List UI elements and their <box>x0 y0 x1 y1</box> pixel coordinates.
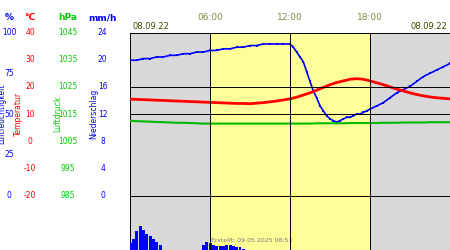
Bar <box>242 249 245 250</box>
Bar <box>210 32 370 196</box>
Text: 30: 30 <box>25 55 35 64</box>
Text: 24: 24 <box>98 28 108 37</box>
Text: °C: °C <box>25 13 36 22</box>
Bar <box>370 196 450 250</box>
Text: hPa: hPa <box>58 13 77 22</box>
Bar <box>202 244 205 250</box>
Text: 8: 8 <box>100 137 105 146</box>
Bar <box>208 243 212 250</box>
Text: 10: 10 <box>25 110 35 118</box>
Text: Niederschlag: Niederschlag <box>89 89 98 139</box>
Bar <box>142 230 145 250</box>
Text: 18:00: 18:00 <box>357 14 383 22</box>
Bar <box>130 196 210 250</box>
Text: 20: 20 <box>98 55 108 64</box>
Bar <box>148 236 152 250</box>
Bar <box>215 246 218 250</box>
Text: mm/h: mm/h <box>88 13 117 22</box>
Text: Luftfeuchtigkeit: Luftfeuchtigkeit <box>0 84 6 144</box>
Text: 12: 12 <box>98 110 108 118</box>
Text: 1035: 1035 <box>58 55 77 64</box>
Text: 50: 50 <box>4 110 14 118</box>
Text: 25: 25 <box>4 150 14 159</box>
Bar <box>158 244 162 250</box>
Bar <box>152 239 155 250</box>
Text: 75: 75 <box>4 69 14 78</box>
Text: 0: 0 <box>100 191 105 200</box>
Bar <box>222 246 225 250</box>
Bar <box>139 226 141 250</box>
Text: %: % <box>4 13 13 22</box>
Text: 0: 0 <box>7 191 11 200</box>
Text: -10: -10 <box>24 164 36 173</box>
Bar <box>155 242 158 250</box>
Text: 06:00: 06:00 <box>197 14 223 22</box>
Bar <box>225 244 228 250</box>
Text: 985: 985 <box>60 191 75 200</box>
Text: 20: 20 <box>25 82 35 91</box>
Bar <box>205 242 208 250</box>
Bar <box>219 246 221 250</box>
Text: 0: 0 <box>28 137 32 146</box>
Text: 08.09.22: 08.09.22 <box>411 22 448 31</box>
Text: 1005: 1005 <box>58 137 77 146</box>
Text: 1045: 1045 <box>58 28 77 37</box>
Text: 1015: 1015 <box>58 110 77 118</box>
Text: Temperatur: Temperatur <box>14 92 23 136</box>
Bar <box>232 246 235 250</box>
Bar <box>145 234 148 250</box>
Bar <box>212 244 215 250</box>
Text: 995: 995 <box>60 164 75 173</box>
Bar <box>135 231 138 250</box>
Bar <box>129 243 131 250</box>
Bar <box>238 247 242 250</box>
Text: Luftdruck: Luftdruck <box>53 96 62 132</box>
Bar <box>132 239 135 250</box>
Bar <box>210 196 370 250</box>
Text: 100: 100 <box>2 28 16 37</box>
Text: 16: 16 <box>98 82 108 91</box>
Text: -20: -20 <box>24 191 36 200</box>
Text: 1025: 1025 <box>58 82 77 91</box>
Bar <box>235 247 238 250</box>
Text: 40: 40 <box>25 28 35 37</box>
Text: 4: 4 <box>100 164 105 173</box>
Text: 12:00: 12:00 <box>277 14 303 22</box>
Bar <box>370 32 450 196</box>
Bar <box>130 32 210 196</box>
Bar <box>229 244 231 250</box>
Text: Erstellt: 09.05.2025 08:53: Erstellt: 09.05.2025 08:53 <box>211 238 292 244</box>
Text: 08.09.22: 08.09.22 <box>132 22 169 31</box>
